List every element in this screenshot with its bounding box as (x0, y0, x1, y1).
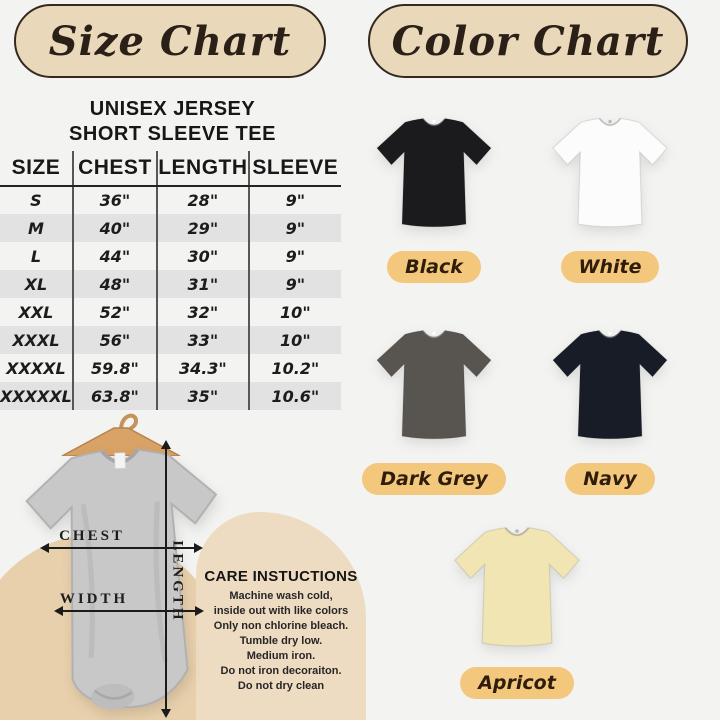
size-table-row: M 40" 29" 9" (0, 214, 341, 242)
care-instruction-line: Do not iron decoraiton. (220, 665, 342, 677)
column-header-size: SIZE (0, 151, 73, 187)
color-card-black: Black (358, 104, 510, 283)
color-card-dark-grey: Dark Grey (358, 316, 510, 495)
column-header-length: LENGTH (156, 151, 249, 187)
measurement-value: 9" (247, 242, 341, 270)
care-instructions-title: CARE INSTUCTIONS (204, 568, 358, 585)
care-instruction-line: Only non chlorine bleach. (213, 620, 349, 632)
tshirt-illustration-black (376, 117, 492, 228)
chest-arrow (40, 543, 203, 553)
color-name-label: White (560, 250, 660, 283)
care-instruction-line: Tumble dry low. (239, 635, 323, 647)
measurement-value: 28" (156, 186, 249, 214)
length-arrow (161, 440, 171, 718)
size-value: XXXXXL (0, 386, 72, 406)
size-value: XXL (18, 302, 54, 322)
care-instruction-line: Machine wash cold, (229, 590, 333, 602)
size-value: XXXL (12, 330, 60, 350)
color-name-label: Black (387, 250, 481, 283)
tshirt-illustration-navy (552, 329, 668, 440)
size-chart-title: Size Chart (48, 17, 292, 65)
measurement-value: 35" (156, 382, 249, 410)
size-table-row: XXXXL 59.8" 34.3" 10.2" (0, 354, 341, 382)
measurement-value: 40" (71, 214, 157, 242)
tshirt-illustration-dark-grey (376, 329, 492, 440)
measurement-value: 59.8" (71, 354, 157, 382)
color-name-label: Navy (565, 462, 655, 495)
size-table-row: L 44" 30" 9" (0, 242, 341, 270)
color-chart-title: Color Chart (391, 17, 665, 65)
measurement-value: 10" (247, 298, 341, 326)
size-value: M (27, 218, 44, 238)
measurement-value: 30" (156, 242, 249, 270)
size-value: XL (24, 274, 48, 294)
color-chart-title-pill: Color Chart (368, 4, 688, 78)
size-value: L (30, 246, 42, 266)
color-card-white: White (534, 104, 686, 283)
grey-tshirt-illustration (25, 448, 218, 710)
measurement-value: 9" (247, 214, 341, 242)
measurement-value: 10.2" (247, 354, 341, 382)
measurement-value: 32" (156, 298, 249, 326)
measurement-value: 29" (156, 214, 249, 242)
product-name-line1: UNISEX JERSEY (89, 98, 256, 120)
size-value: XXXXL (6, 358, 66, 378)
care-instruction-line: Medium iron. (246, 650, 316, 662)
size-table-row: XXXXXL 63.8" 35" 10.6" (0, 382, 341, 410)
size-value: S (30, 191, 42, 210)
column-header-sleeve: SLEEVE (247, 151, 341, 187)
width-measurement-label: WIDTH (59, 591, 129, 607)
color-card-navy: Navy (534, 316, 686, 495)
size-table-row: XXXL 56" 33" 10" (0, 326, 341, 354)
product-name: UNISEX JERSEY SHORT SLEEVE TEE (0, 97, 345, 147)
measurement-value: 10" (247, 326, 341, 354)
care-instructions-lines: Machine wash cold, inside out with like c… (202, 589, 360, 694)
measurement-value: 56" (71, 326, 157, 354)
color-name-label: Dark Grey (362, 462, 506, 495)
measurement-value: 44" (71, 242, 157, 270)
measurement-value: 9" (247, 270, 341, 298)
color-card-apricot: Apricot (434, 512, 600, 699)
care-instructions-panel: CARE INSTUCTIONS Machine wash cold, insid… (196, 512, 366, 720)
care-instruction-line: Do not dry clean (237, 680, 325, 692)
size-table-row: XXL 52" 32" 10" (0, 298, 341, 326)
measurement-value: 31" (156, 270, 249, 298)
width-arrow (54, 606, 204, 616)
measurement-value: 36" (71, 186, 157, 214)
measurement-value: 63.8" (71, 382, 157, 410)
product-name-line2: SHORT SLEEVE TEE (69, 123, 276, 145)
tshirt-illustration-white (552, 117, 668, 228)
measurement-value: 33" (156, 326, 249, 354)
size-table: SIZE CHEST LENGTH SLEEVE S 36" 28" 9" M 40" 29" 9"… (0, 151, 341, 410)
measurement-value: 34.3" (156, 354, 249, 382)
measurement-value: 52" (71, 298, 157, 326)
care-instruction-line: inside out with like colors (213, 605, 349, 617)
size-table-row: XL 48" 31" 9" (0, 270, 341, 298)
tshirt-illustration-apricot (453, 527, 581, 647)
size-chart-title-pill: Size Chart (14, 4, 326, 78)
wooden-hanger-illustration (61, 413, 181, 456)
length-measurement-label: LENGTH (169, 540, 186, 623)
color-name-label: Apricot (460, 666, 574, 699)
column-header-chest: CHEST (71, 151, 157, 187)
chest-measurement-label: CHEST (59, 528, 125, 544)
measurement-value: 48" (71, 270, 157, 298)
size-table-header-row: SIZE CHEST LENGTH SLEEVE (0, 151, 341, 187)
measurement-value: 10.6" (247, 382, 341, 410)
measurement-value: 9" (247, 186, 341, 214)
size-table-row: S 36" 28" 9" (0, 186, 341, 214)
